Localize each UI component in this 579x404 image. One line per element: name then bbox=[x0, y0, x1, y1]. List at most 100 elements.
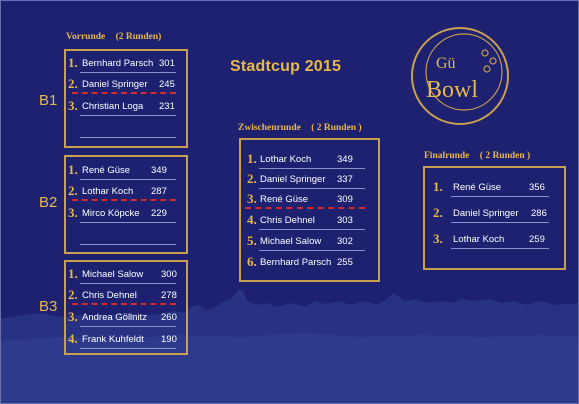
rank-number: 1. bbox=[68, 266, 78, 281]
player-name: René Güse bbox=[453, 182, 502, 193]
player-name: Daniel Springer bbox=[260, 174, 326, 185]
rank-number: 3. bbox=[433, 231, 443, 246]
qualification-cutoff-line bbox=[72, 303, 176, 305]
row-underline bbox=[80, 222, 176, 223]
rank-number: 5. bbox=[247, 233, 257, 248]
row-underline bbox=[451, 196, 549, 197]
table-row: 3. René Güse 309 bbox=[241, 189, 378, 209]
player-score: 245 bbox=[159, 79, 175, 90]
table-row: 3. Andrea Göllnitz 260 bbox=[66, 307, 186, 327]
row-underline bbox=[80, 283, 176, 284]
logo-text-bowl: Bowl bbox=[426, 77, 479, 103]
player-name: René Güse bbox=[82, 165, 131, 176]
group-label-b1: B1 bbox=[39, 92, 58, 109]
group-panel-b3: 1. Michael Salow 300 2. Chris Dehnel 278… bbox=[64, 260, 188, 355]
logo-text-gue: Gü bbox=[436, 55, 456, 72]
qualification-cutoff-line bbox=[72, 199, 176, 201]
player-score: 349 bbox=[151, 165, 167, 176]
player-name: Bernhard Parsch bbox=[82, 58, 154, 69]
zwischenrunde-title: Zwischenrunde ( 2 Runden ) bbox=[238, 123, 362, 133]
rank-number: 1. bbox=[247, 151, 257, 166]
group-panel-b1: 1. Bernhard Parsch 301 2. Daniel Springe… bbox=[64, 49, 188, 148]
rank-number: 2. bbox=[68, 183, 78, 198]
group-label-b2: B2 bbox=[39, 194, 58, 211]
player-score: 309 bbox=[337, 194, 353, 205]
player-name: Daniel Springer bbox=[82, 79, 148, 90]
table-row: 2. Daniel Springer 286 bbox=[425, 203, 564, 223]
table-row: 1. René Güse 349 bbox=[66, 160, 186, 180]
player-name: Lothar Koch bbox=[260, 154, 312, 165]
player-name: Lothar Koch bbox=[82, 186, 134, 197]
row-underline bbox=[451, 222, 549, 223]
player-score: 301 bbox=[159, 58, 175, 69]
rank-number: 3. bbox=[68, 309, 78, 324]
zwischenrunde-runs: ( 2 Runden ) bbox=[311, 123, 362, 133]
player-score: 303 bbox=[337, 215, 353, 226]
row-underline bbox=[80, 326, 176, 327]
row-underline bbox=[80, 244, 176, 245]
table-row: 1. René Güse 356 bbox=[425, 177, 564, 197]
player-name: Christian Loga bbox=[82, 101, 144, 112]
rank-number: 1. bbox=[433, 179, 443, 194]
vorrunde-title: Vorrunde (2 Runden) bbox=[66, 32, 161, 42]
player-name: Michael Salow bbox=[260, 236, 322, 247]
rank-number: 1. bbox=[68, 162, 78, 177]
rank-number: 1. bbox=[68, 55, 78, 70]
finalrunde-title: Finalrunde ( 2 Runden ) bbox=[424, 151, 530, 161]
player-score: 302 bbox=[337, 236, 353, 247]
rank-number: 2. bbox=[433, 205, 443, 220]
table-row: 2. Chris Dehnel 278 bbox=[66, 285, 186, 305]
table-row: 1. Lothar Koch 349 bbox=[241, 149, 378, 169]
table-row: 2. Daniel Springer 337 bbox=[241, 169, 378, 189]
rank-number: 3. bbox=[68, 98, 78, 113]
table-row: 5. Michael Salow 302 bbox=[241, 231, 378, 251]
table-row: 2. Daniel Springer 245 bbox=[66, 74, 186, 94]
empty-row bbox=[66, 225, 186, 245]
finalrunde-panel: 1. René Güse 356 2. Daniel Springer 286 … bbox=[423, 166, 566, 270]
player-name: Frank Kuhfeldt bbox=[82, 334, 144, 345]
player-score: 259 bbox=[529, 234, 545, 245]
finalrunde-runs: ( 2 Runden ) bbox=[479, 151, 531, 161]
player-score: 300 bbox=[161, 269, 177, 280]
player-score: 356 bbox=[529, 182, 545, 193]
rank-number: 2. bbox=[247, 171, 257, 186]
zwischenrunde-panel: 1. Lothar Koch 349 2. Daniel Springer 33… bbox=[239, 138, 380, 282]
player-score: 278 bbox=[161, 290, 177, 301]
qualification-cutoff-line bbox=[245, 207, 365, 209]
table-row: 1. Bernhard Parsch 301 bbox=[66, 53, 186, 73]
player-score: 190 bbox=[161, 334, 177, 345]
table-row: 3. Mirco Köpcke 229 bbox=[66, 203, 186, 223]
rank-number: 2. bbox=[68, 76, 78, 91]
player-name: René Güse bbox=[260, 194, 309, 205]
bowling-ball-icon bbox=[411, 27, 509, 125]
player-name: Andrea Göllnitz bbox=[82, 312, 147, 323]
group-label-b3: B3 bbox=[39, 298, 58, 315]
row-underline bbox=[80, 137, 176, 138]
qualification-cutoff-line bbox=[72, 92, 176, 94]
player-name: Lothar Koch bbox=[453, 234, 505, 245]
rank-number: 3. bbox=[247, 191, 257, 206]
player-name: Daniel Springer bbox=[453, 208, 519, 219]
rank-number: 4. bbox=[247, 212, 257, 227]
player-score: 349 bbox=[337, 154, 353, 165]
row-underline bbox=[80, 115, 176, 116]
player-score: 287 bbox=[151, 186, 167, 197]
player-name: Mirco Köpcke bbox=[82, 208, 140, 219]
row-underline bbox=[451, 248, 549, 249]
player-name: Chris Dehnel bbox=[260, 215, 315, 226]
player-score: 229 bbox=[151, 208, 167, 219]
row-underline bbox=[259, 250, 365, 251]
rank-number: 4. bbox=[68, 331, 78, 346]
row-underline bbox=[259, 229, 365, 230]
table-row: 3. Lothar Koch 259 bbox=[425, 229, 564, 249]
table-row: 4. Frank Kuhfeldt 190 bbox=[66, 329, 186, 349]
zwischenrunde-label: Zwischenrunde bbox=[238, 123, 301, 133]
rank-number: 2. bbox=[68, 287, 78, 302]
row-underline bbox=[259, 188, 365, 189]
rank-number: 3. bbox=[68, 205, 78, 220]
row-underline bbox=[259, 168, 365, 169]
cup-title: Stadtcup 2015 bbox=[230, 58, 342, 75]
group-panel-b2: 1. René Güse 349 2. Lothar Koch 287 3. M… bbox=[64, 155, 188, 254]
